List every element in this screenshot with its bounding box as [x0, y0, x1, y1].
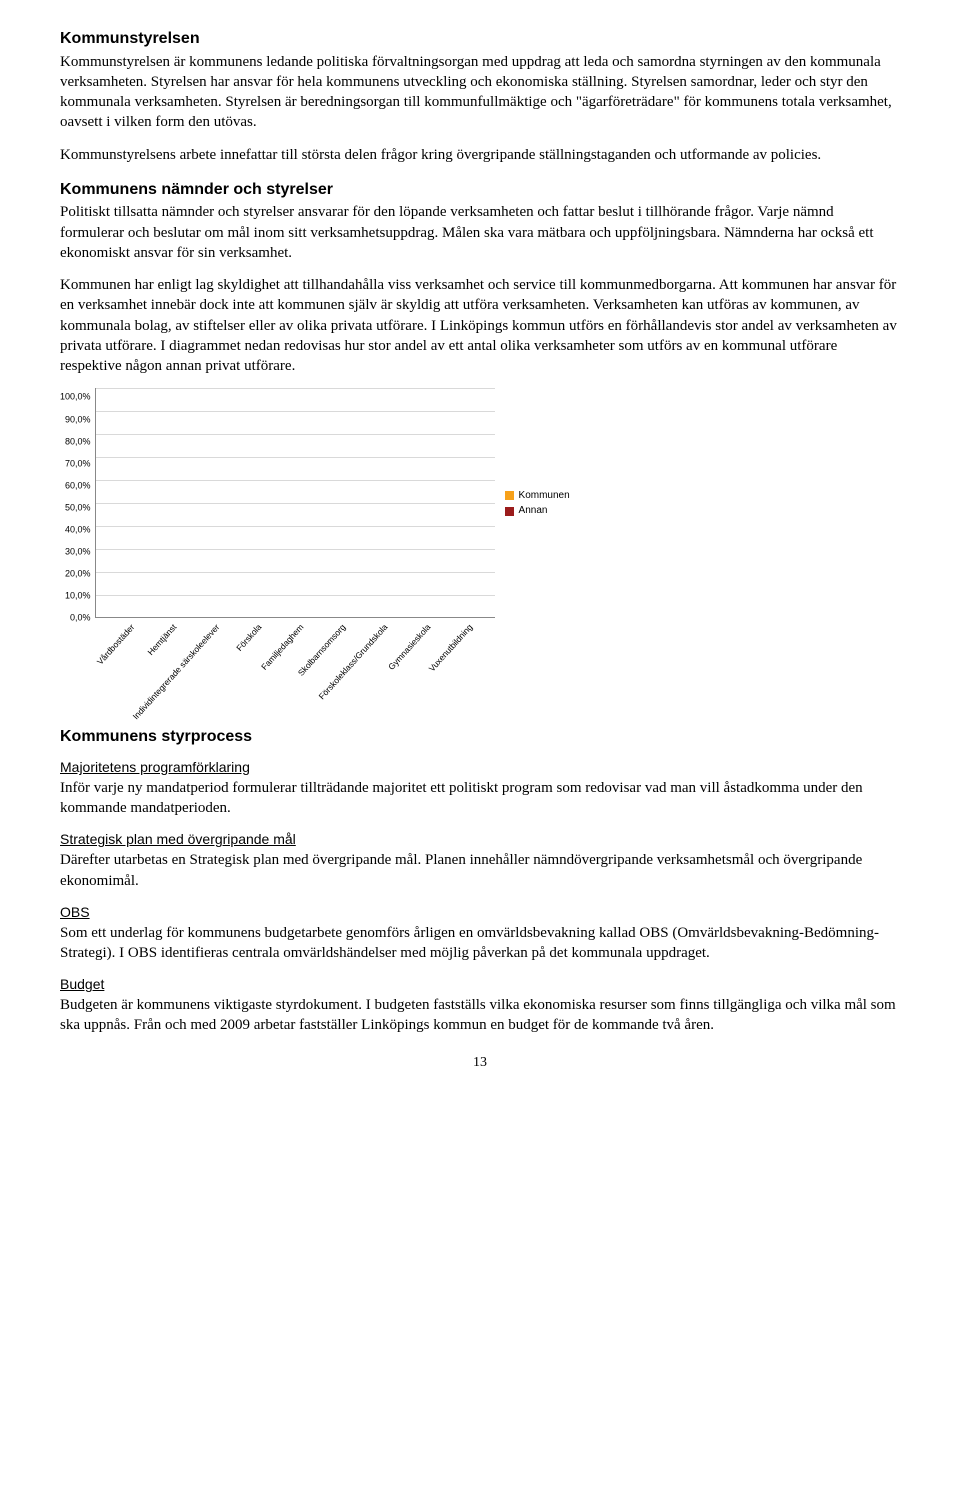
x-tick-label: Vårdbostäder [95, 622, 138, 668]
para-kommunstyrelsen-2: Kommunstyrelsens arbete innefattar till … [60, 145, 900, 165]
y-tick-label: 40,0% [65, 526, 91, 535]
heading-styrprocess: Kommunens styrprocess [60, 726, 900, 748]
y-tick-label: 30,0% [65, 548, 91, 557]
y-tick-label: 60,0% [65, 481, 91, 490]
chart-bars [96, 388, 495, 617]
subheading-strategisk: Strategisk plan med övergripande mål [60, 830, 900, 849]
subheading-budget: Budget [60, 975, 900, 994]
chart-plot-area [95, 388, 495, 618]
legend-item: Annan [505, 504, 570, 518]
para-obs: Som ett underlag för kommunens budgetarb… [60, 923, 900, 964]
para-budget: Budgeten är kommunens viktigaste styrdok… [60, 995, 900, 1036]
legend-label: Kommunen [519, 489, 570, 503]
y-tick-label: 80,0% [65, 437, 91, 446]
y-tick-label: 70,0% [65, 459, 91, 468]
x-tick-label: Förskola [234, 622, 264, 654]
y-tick-label: 100,0% [60, 393, 91, 402]
y-tick-label: 90,0% [65, 415, 91, 424]
heading-kommunstyrelsen: Kommunstyrelsen [60, 28, 900, 50]
para-kommunstyrelsen-1: Kommunstyrelsen är kommunens ledande pol… [60, 52, 900, 133]
legend-item: Kommunen [505, 489, 570, 503]
legend-swatch [505, 491, 514, 500]
para-namnder-2: Kommunen har enligt lag skyldighet att t… [60, 275, 900, 376]
subheading-majoritet: Majoritetens programförklaring [60, 758, 900, 777]
chart-x-axis: VårdbostäderHemtjänstIndividintegrerade … [98, 618, 498, 708]
page-number: 13 [60, 1054, 900, 1073]
chart-y-axis: 0,0%10,0%20,0%30,0%40,0%50,0%60,0%70,0%8… [60, 388, 95, 618]
subheading-obs: OBS [60, 903, 900, 922]
y-tick-label: 20,0% [65, 570, 91, 579]
y-tick-label: 10,0% [65, 592, 91, 601]
chart-legend: KommunenAnnan [495, 487, 570, 520]
y-tick-label: 50,0% [65, 503, 91, 512]
para-strategisk: Därefter utarbetas en Strategisk plan me… [60, 850, 900, 891]
para-namnder-1: Politiskt tillsatta nämnder och styrelse… [60, 202, 900, 263]
chart-share-by-provider: 0,0% 10,0% 20,0% 30,0% 40,0% 50,0% 60,0% 70,0% 8… [60, 388, 620, 708]
legend-label: Annan [519, 504, 548, 518]
x-tick-label: Hemtjänst [146, 622, 180, 658]
para-majoritet: Inför varje ny mandatperiod formulerar t… [60, 778, 900, 819]
heading-namnder: Kommunens nämnder och styrelser [60, 179, 900, 201]
legend-swatch [505, 507, 514, 516]
y-tick-label: 0,0% [70, 614, 91, 623]
